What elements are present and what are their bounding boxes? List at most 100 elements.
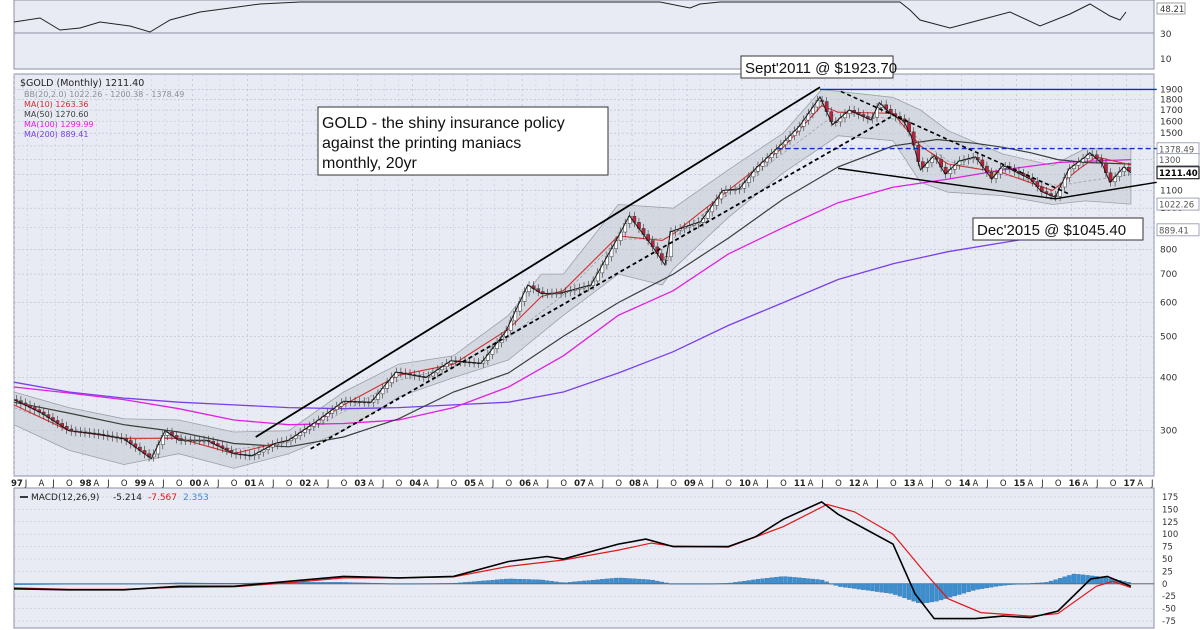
macd-hist-bar (943, 583, 948, 599)
macd-hist-bar (677, 583, 683, 585)
macd-hist-bar (444, 583, 449, 585)
macd-hist-bar (1003, 583, 1008, 586)
price-tick-label: 1900 (1160, 85, 1183, 95)
macd-hist-bar (197, 582, 202, 584)
ma200-line (13, 229, 1131, 410)
macd-header: MACD(12,26,9) -5.214 -7.567 2.353 (20, 493, 209, 503)
macd-hist-bar (490, 580, 495, 584)
macd-hist-bar (156, 583, 161, 585)
time-tick-label: J (930, 479, 934, 489)
time-tick-label: 14 (959, 479, 971, 489)
macd-hist-bar (183, 582, 188, 584)
bollinger-mid-line (13, 111, 1131, 450)
macd-hist-bar (1030, 583, 1035, 584)
macd-hist-bar (320, 582, 326, 584)
macd-hist-bar (297, 582, 303, 584)
macd-hist-bar (902, 583, 907, 599)
macd-tick-label: 50 (1162, 555, 1173, 565)
macd-hist-bar (165, 582, 170, 584)
macd-hist-bar (609, 578, 614, 584)
macd-hist-bar (819, 579, 825, 584)
time-tick-label: A (258, 479, 264, 489)
time-tick-label: A (423, 479, 429, 489)
macd-hist-bar (764, 578, 770, 584)
price-tag-label: 1300 (1159, 156, 1181, 166)
time-tick-label: J (161, 479, 165, 489)
macd-hist-bar (829, 583, 834, 585)
macd-hist-bar (613, 577, 619, 584)
macd-hist-bar (119, 583, 124, 585)
macd-hist-bar (536, 579, 541, 584)
macd-hist-bar (114, 583, 120, 585)
time-tick-label: O (670, 479, 677, 489)
macd-hist-bar (458, 582, 463, 584)
macd-hist-bar (554, 581, 559, 584)
macd-hist-bar (545, 580, 550, 584)
legend-ma200: MA(200) 889.41 (24, 130, 88, 139)
time-tick-label: O (890, 479, 897, 489)
macd-hist-bar (572, 581, 577, 584)
time-tick-label: O (286, 479, 293, 489)
macd-hist-bar (664, 582, 669, 584)
ma50-line (13, 138, 1131, 448)
time-tick-label: A (1082, 479, 1088, 489)
time-tick-label: J (985, 479, 989, 489)
macd-hist-bar (884, 583, 889, 593)
macd-hist-bar (91, 583, 97, 585)
price-tick-label: 1700 (1160, 106, 1183, 116)
rsi-line (13, 1, 1127, 33)
time-tick-label: J (765, 479, 769, 489)
price-tag-box (1156, 197, 1200, 211)
macd-hist-bar (471, 581, 477, 584)
time-tick-label: A (1027, 479, 1033, 489)
macd-hist-bar (201, 582, 207, 584)
comment-line-3: monthly, 20yr (322, 155, 418, 172)
time-tick-label: A (478, 479, 484, 489)
macd-hist-bar (742, 580, 747, 584)
macd-hist-bar (41, 583, 46, 585)
macd-hist-bar (513, 578, 518, 584)
price-tag-label: 1022.26 (1159, 201, 1194, 211)
macd-hist-bar (824, 581, 829, 584)
time-tick-label: 07 (574, 479, 586, 489)
time-tick-label: 00 (190, 479, 202, 489)
macd-hist-bar (526, 579, 532, 584)
macd-hist-bar (412, 583, 417, 585)
macd-hist-bar (668, 583, 674, 585)
macd-hist-bar (682, 583, 687, 585)
macd-hist-bar (627, 578, 632, 584)
macd-hist-bar (655, 580, 660, 584)
macd-hist-bar (705, 583, 710, 585)
macd-hist-bar (1039, 582, 1044, 584)
macd-hist-bar (1016, 583, 1022, 585)
macd-hist-bar (403, 583, 408, 585)
macd-hist-bar (146, 583, 152, 585)
macd-hist-bar (504, 578, 509, 584)
macd-hist-bar (650, 579, 655, 584)
price-line (13, 95, 1132, 460)
macd-hist-bar (769, 577, 774, 584)
macd-hist-bar (641, 579, 646, 584)
time-tick-label: J (216, 479, 220, 489)
time-tick-label: O (560, 479, 567, 489)
time-tick-label: J (271, 479, 275, 489)
macd-tick-label: 25 (1162, 567, 1173, 577)
macd-hist-bar (636, 578, 642, 584)
macd-hist-bar (407, 583, 413, 585)
time-tick-label: J (710, 479, 714, 489)
macd-hist-bar (211, 582, 216, 584)
macd-hist-bar (362, 582, 367, 584)
macd-hist-bar (577, 581, 582, 584)
macd-hist-bar (247, 582, 252, 584)
macd-hist-bar (224, 583, 230, 584)
macd-hist-bar (1048, 580, 1054, 584)
macd-hist-bar (14, 583, 19, 585)
rsi-tick-10: 10 (1160, 55, 1172, 65)
macd-hist-bar (439, 583, 445, 585)
time-tick-label: A (533, 479, 539, 489)
macd-hist-bar (595, 579, 600, 584)
low-label-box: Dec'2015 @ $1045.40 (972, 217, 1144, 241)
time-tick-label: A (368, 479, 374, 489)
macd-hist-bar (55, 583, 60, 585)
time-tick-label: 10 (739, 479, 751, 489)
